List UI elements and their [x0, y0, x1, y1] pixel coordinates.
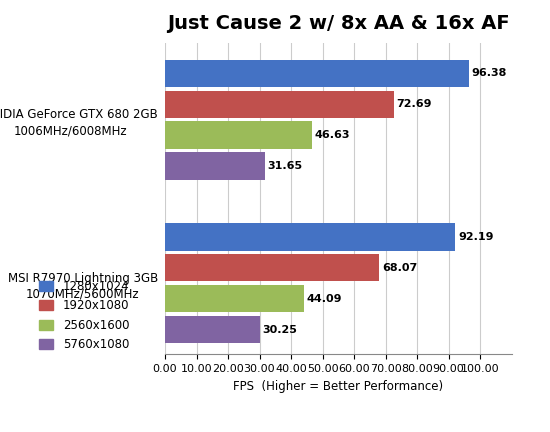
Title: Just Cause 2 w/ 8x AA & 16x AF: Just Cause 2 w/ 8x AA & 16x AF — [167, 14, 509, 33]
Text: 96.38: 96.38 — [471, 68, 507, 78]
Text: 30.25: 30.25 — [263, 325, 298, 335]
Bar — [165, 91, 394, 118]
X-axis label: FPS  (Higher = Better Performance): FPS (Higher = Better Performance) — [233, 380, 443, 393]
Text: 68.07: 68.07 — [382, 263, 417, 273]
Text: 92.19: 92.19 — [458, 232, 493, 242]
Bar — [165, 152, 265, 180]
Text: 44.09: 44.09 — [306, 294, 342, 304]
Bar — [165, 285, 304, 312]
Bar — [165, 316, 260, 343]
Bar — [165, 254, 380, 281]
Text: 72.69: 72.69 — [397, 99, 432, 109]
Bar — [165, 223, 455, 251]
Bar — [165, 121, 312, 149]
Bar — [165, 60, 469, 87]
Text: 31.65: 31.65 — [267, 161, 303, 171]
Legend: 1280x1024, 1920x1080, 2560x1600, 5760x1080: 1280x1024, 1920x1080, 2560x1600, 5760x10… — [39, 280, 129, 352]
Text: 46.63: 46.63 — [315, 130, 350, 140]
